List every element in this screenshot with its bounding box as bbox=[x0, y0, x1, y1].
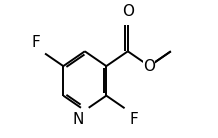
Text: O: O bbox=[122, 4, 134, 19]
Text: F: F bbox=[129, 112, 138, 127]
Text: F: F bbox=[32, 35, 41, 50]
Text: N: N bbox=[72, 112, 83, 127]
Text: O: O bbox=[143, 59, 155, 74]
